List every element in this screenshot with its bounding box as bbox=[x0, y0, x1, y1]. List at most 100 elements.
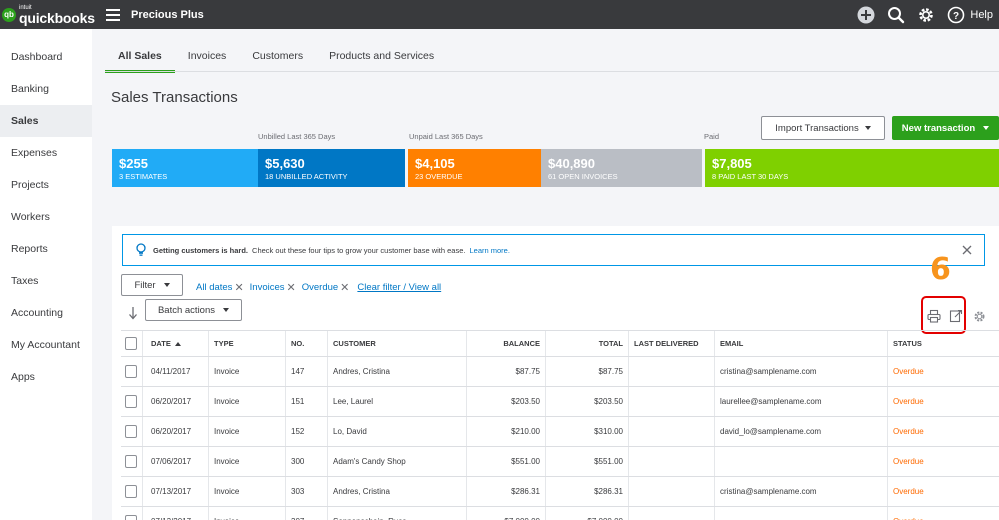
cell-total: $310.00 bbox=[545, 417, 628, 446]
batch-actions-button[interactable]: Batch actions bbox=[145, 299, 242, 321]
sidebar-item-workers[interactable]: Workers bbox=[11, 211, 50, 223]
table-row[interactable]: 07/13/2017 Invoice 303 Andres, Cristina … bbox=[121, 477, 999, 507]
remove-filter-icon[interactable]: ✕ bbox=[234, 282, 244, 294]
cell-status: Overdue bbox=[887, 357, 999, 386]
cell-customer: Lee, Laurel bbox=[327, 387, 466, 416]
cell-balance: $551.00 bbox=[466, 447, 545, 476]
cell-customer: Andres, Cristina bbox=[327, 477, 466, 506]
tab-products-services[interactable]: Products and Services bbox=[329, 50, 435, 62]
remove-filter-icon[interactable]: ✕ bbox=[286, 282, 296, 294]
cell-total: $87.75 bbox=[545, 357, 628, 386]
cell-type: Invoice bbox=[208, 417, 285, 446]
filter-chips: All dates ✕ Invoices ✕ Overdue ✕ Clear f… bbox=[196, 281, 441, 294]
print-icon[interactable] bbox=[926, 308, 942, 324]
tab-customers[interactable]: Customers bbox=[252, 50, 304, 62]
cell-type: Invoice bbox=[208, 387, 285, 416]
close-icon[interactable] bbox=[960, 242, 974, 258]
header-type[interactable]: TYPE bbox=[208, 331, 285, 356]
tip-learn-more-link[interactable]: Learn more. bbox=[469, 245, 510, 255]
stat-estimates[interactable]: $255 3 ESTIMATES bbox=[112, 149, 258, 187]
cell-total: $551.00 bbox=[545, 447, 628, 476]
stat-amount: $40,890 bbox=[548, 156, 595, 171]
cell-status: Overdue bbox=[887, 417, 999, 446]
filter-chip-type[interactable]: Invoices bbox=[249, 282, 285, 293]
top-bar: qb intuit quickbooks Precious Plus ? Hel… bbox=[0, 0, 999, 29]
row-select-cell bbox=[121, 357, 142, 386]
row-select-cell bbox=[121, 507, 142, 520]
sidebar-item-reports[interactable]: Reports bbox=[11, 243, 48, 255]
sidebar-item-sales[interactable]: Sales bbox=[0, 105, 92, 137]
create-plus-icon[interactable] bbox=[856, 5, 876, 25]
stat-paid[interactable]: $7,805 8 PAID LAST 30 DAYS bbox=[705, 149, 999, 187]
row-select-cell bbox=[121, 387, 142, 416]
filter-chip-status[interactable]: Overdue bbox=[301, 282, 339, 293]
cell-type: Invoice bbox=[208, 357, 285, 386]
table-row[interactable]: 04/11/2017 Invoice 147 Andres, Cristina … bbox=[121, 357, 999, 387]
table-row[interactable]: 06/20/2017 Invoice 151 Lee, Laurel $203.… bbox=[121, 387, 999, 417]
row-checkbox[interactable] bbox=[125, 455, 137, 468]
cell-customer: Sonnenschein, Russ bbox=[327, 507, 466, 520]
clear-filter-link[interactable]: Clear filter / View all bbox=[357, 282, 442, 293]
tab-all-sales[interactable]: All Sales bbox=[105, 43, 175, 73]
filter-chip-dates[interactable]: All dates bbox=[196, 282, 233, 293]
help-label[interactable]: Help bbox=[970, 8, 993, 21]
annotation-number: 6 bbox=[930, 252, 951, 287]
select-all-checkbox[interactable] bbox=[125, 337, 137, 350]
unpaid-label: Unpaid Last 365 Days bbox=[409, 132, 483, 141]
table-row[interactable]: 07/13/2017 Invoice 307 Sonnenschein, Rus… bbox=[121, 507, 999, 520]
export-icon[interactable] bbox=[948, 308, 964, 324]
stat-amount: $5,630 bbox=[265, 156, 305, 171]
tip-banner: Getting customers is hard. Check out the… bbox=[122, 234, 985, 266]
sidebar-item-banking[interactable]: Banking bbox=[11, 83, 49, 95]
header-email[interactable]: EMAIL bbox=[714, 331, 887, 356]
row-checkbox[interactable] bbox=[125, 485, 137, 498]
cell-date: 07/13/2017 bbox=[142, 477, 208, 506]
remove-filter-icon[interactable]: ✕ bbox=[340, 282, 350, 294]
sidebar-item-dashboard[interactable]: Dashboard bbox=[11, 51, 63, 63]
header-customer[interactable]: CUSTOMER bbox=[327, 331, 466, 356]
quickbooks-logo[interactable]: qb intuit quickbooks bbox=[2, 5, 100, 25]
cell-last-delivered bbox=[628, 447, 714, 476]
cell-type: Invoice bbox=[208, 477, 285, 506]
row-checkbox[interactable] bbox=[125, 425, 137, 438]
top-right-tools: ? Help bbox=[856, 0, 993, 29]
header-date[interactable]: DATE bbox=[142, 331, 213, 356]
caret-down-icon bbox=[983, 126, 990, 130]
new-transaction-button[interactable]: New transaction bbox=[892, 116, 999, 140]
sidebar-item-apps[interactable]: Apps bbox=[11, 371, 35, 383]
help-icon[interactable]: ? bbox=[946, 5, 966, 25]
header-status[interactable]: STATUS bbox=[887, 331, 999, 356]
caret-down-icon bbox=[864, 126, 871, 130]
search-icon[interactable] bbox=[886, 5, 906, 25]
sidebar-item-taxes[interactable]: Taxes bbox=[11, 275, 39, 287]
row-select-cell bbox=[121, 417, 142, 446]
header-last-delivered[interactable]: LAST DELIVERED bbox=[628, 331, 714, 356]
logo-intuit-text: intuit bbox=[19, 4, 32, 11]
tip-bold-text: Getting customers is hard. bbox=[153, 245, 249, 255]
row-checkbox[interactable] bbox=[125, 365, 137, 378]
sidebar-item-my-accountant[interactable]: My Accountant bbox=[11, 339, 80, 351]
stat-unbilled-activity[interactable]: $5,630 18 UNBILLED ACTIVITY bbox=[258, 149, 405, 187]
menu-toggle-icon[interactable] bbox=[106, 8, 120, 21]
sidebar-item-expenses[interactable]: Expenses bbox=[11, 147, 58, 159]
cell-no: 303 bbox=[285, 477, 327, 506]
import-transactions-button[interactable]: Import Transactions bbox=[761, 116, 885, 140]
stat-open-invoices[interactable]: $40,890 61 OPEN INVOICES bbox=[541, 149, 702, 187]
row-checkbox[interactable] bbox=[125, 395, 137, 408]
gear-icon[interactable] bbox=[916, 5, 936, 25]
sidebar-item-accounting[interactable]: Accounting bbox=[11, 307, 63, 319]
table-row[interactable]: 06/20/2017 Invoice 152 Lo, David $210.00… bbox=[121, 417, 999, 447]
table-row[interactable]: 07/06/2017 Invoice 300 Adam's Candy Shop… bbox=[121, 447, 999, 477]
lightbulb-icon bbox=[134, 243, 148, 257]
row-checkbox[interactable] bbox=[125, 515, 137, 520]
stat-overdue[interactable]: $4,105 23 OVERDUE bbox=[408, 149, 541, 187]
tab-invoices[interactable]: Invoices bbox=[187, 50, 227, 62]
sidebar-item-projects[interactable]: Projects bbox=[11, 179, 49, 191]
table-settings-gear-icon[interactable] bbox=[971, 308, 987, 324]
header-balance[interactable]: BALANCE bbox=[466, 331, 545, 356]
cell-email: laurellee@samplename.com bbox=[714, 387, 887, 416]
filter-button[interactable]: Filter bbox=[121, 274, 183, 296]
header-total[interactable]: TOTAL bbox=[545, 331, 628, 356]
cell-status: Overdue bbox=[887, 507, 999, 520]
header-no[interactable]: NO. bbox=[285, 331, 327, 356]
